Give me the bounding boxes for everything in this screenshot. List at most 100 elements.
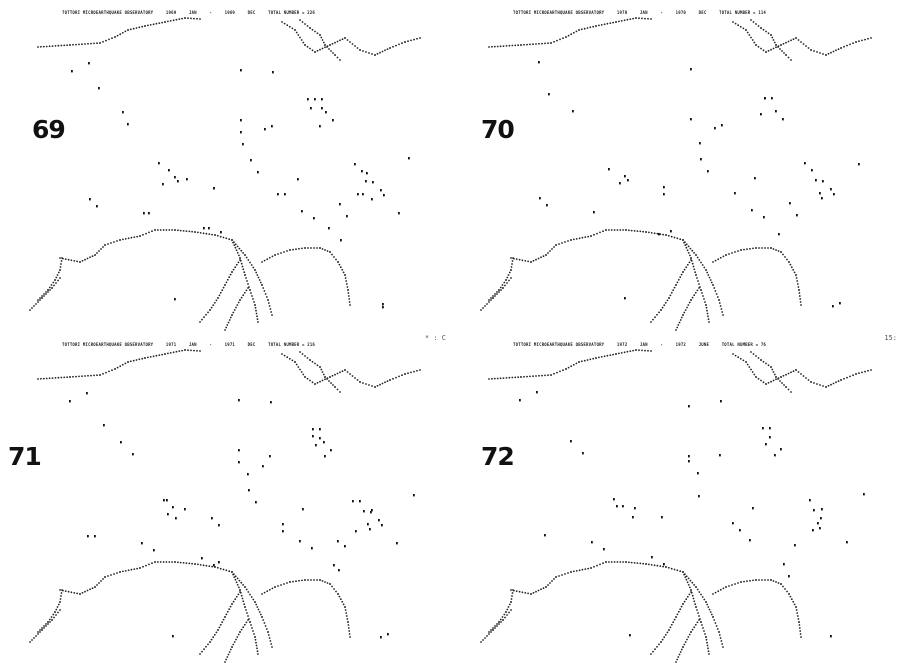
- coastline-dot: [638, 17, 640, 20]
- coastline-dot: [309, 359, 311, 361]
- coastline-dot: [757, 25, 760, 27]
- coastline-dot: [238, 254, 240, 257]
- period-end-year: 1969: [224, 10, 236, 15]
- coastline-dot: [549, 582, 551, 584]
- coastline-dot: [504, 284, 506, 287]
- coastline-dot: [758, 579, 760, 581]
- coastline-dot: [178, 18, 181, 20]
- coastline-dot: [695, 586, 697, 588]
- coastline-dot: [686, 595, 689, 598]
- coastline-dot: [725, 254, 727, 256]
- epicenter-mark: [365, 180, 367, 183]
- coastline-dot: [547, 584, 549, 586]
- epicenter-mark: [355, 530, 357, 533]
- coastline-dot: [683, 241, 685, 244]
- coastline-dot: [130, 236, 133, 239]
- coastline-dot: [789, 263, 792, 266]
- coastline-dot: [313, 579, 315, 581]
- coastline-dot: [52, 613, 55, 616]
- coastline-dot: [354, 45, 356, 47]
- coastline-dot: [205, 564, 208, 567]
- epicenter-mark: [312, 428, 314, 431]
- coastline-dot: [320, 36, 323, 39]
- coastline-dot: [679, 651, 682, 653]
- coastline-dot: [102, 372, 104, 375]
- epicenter-mark: [88, 62, 90, 65]
- epicenter-mark: [663, 186, 665, 189]
- epicenter-mark: [87, 535, 89, 538]
- coastline-dot: [43, 293, 45, 295]
- coastline-dot: [496, 377, 499, 380]
- coastline-dot: [642, 230, 644, 233]
- coastline-dot: [310, 579, 312, 581]
- epicenter-mark: [398, 212, 400, 215]
- coastline-dot: [849, 43, 851, 46]
- coastline-dot: [265, 296, 268, 298]
- coastline-dot: [739, 357, 742, 360]
- coastline-dot: [242, 252, 245, 254]
- epicenter-mark: [812, 529, 814, 532]
- coastline-dot: [238, 586, 240, 589]
- map-header: TOTTORI MICROEARTHQUAKE OBSERVATORY 1970…: [513, 10, 776, 15]
- epicenter-mark: [346, 215, 348, 218]
- coastline-dot: [800, 636, 802, 638]
- coastline-dot: [777, 46, 779, 48]
- epicenter-mark: [69, 400, 71, 403]
- coastline-dot: [690, 257, 692, 259]
- coastline-dot: [656, 564, 659, 567]
- coastline-dot: [41, 629, 43, 631]
- coastline-dot: [263, 259, 266, 262]
- coastline-dot: [59, 266, 62, 268]
- coastline-dot: [286, 356, 289, 359]
- coastline-dot: [43, 627, 45, 629]
- coastline-dot: [700, 621, 702, 623]
- coastline-dot: [775, 44, 777, 46]
- coastline-dot: [553, 40, 555, 43]
- coastline-dot: [636, 230, 639, 233]
- coastline-dot: [151, 230, 153, 233]
- coastline-dot: [620, 20, 623, 22]
- coastline-dot: [520, 376, 522, 378]
- coastline-dot: [256, 318, 259, 321]
- epicenter-mark: [780, 448, 782, 451]
- epicenter-mark: [167, 513, 169, 516]
- epicenter-mark: [783, 563, 785, 566]
- period-end-month: DEC: [698, 10, 707, 15]
- coastline-dot: [229, 316, 232, 319]
- coastline-dot: [508, 279, 510, 282]
- coastline-dot: [258, 611, 261, 613]
- period-end-year: 1970: [675, 10, 687, 15]
- corner-mark: 15:: [884, 334, 897, 342]
- coastline-dot: [587, 567, 589, 570]
- coastline-dot: [218, 626, 221, 629]
- coastline-dot: [790, 391, 792, 393]
- coastline-dot: [257, 608, 260, 611]
- coastline-dot: [757, 45, 760, 48]
- coastline-dot: [39, 297, 41, 299]
- coastline-dot: [129, 360, 132, 363]
- coastline-dot: [773, 373, 776, 376]
- epicenter-mark: [330, 449, 332, 452]
- epicenter-mark: [186, 178, 188, 181]
- coastline-dot: [277, 585, 279, 587]
- coastline-dot: [190, 349, 192, 352]
- coastline-dot: [269, 640, 272, 642]
- coastline-dot: [339, 39, 341, 42]
- coastline-dot: [221, 289, 224, 292]
- coastline-dot: [231, 314, 233, 316]
- coastline-dot: [767, 32, 770, 35]
- coastline-dot: [306, 45, 309, 48]
- coastline-dot: [316, 247, 318, 249]
- coastline-dot: [535, 375, 537, 377]
- coastline-dot: [211, 565, 214, 568]
- coastline-dot: [799, 298, 802, 300]
- epicenter-mark: [624, 297, 626, 300]
- coastline-dot: [392, 45, 394, 48]
- coastline-dot: [641, 349, 643, 352]
- epicenter-mark: [794, 544, 796, 547]
- coastline-dot: [59, 589, 61, 591]
- coastline-dot: [37, 301, 39, 303]
- epicenter-mark: [325, 111, 327, 114]
- coastline-dot: [679, 276, 682, 279]
- coastline-dot: [493, 45, 496, 48]
